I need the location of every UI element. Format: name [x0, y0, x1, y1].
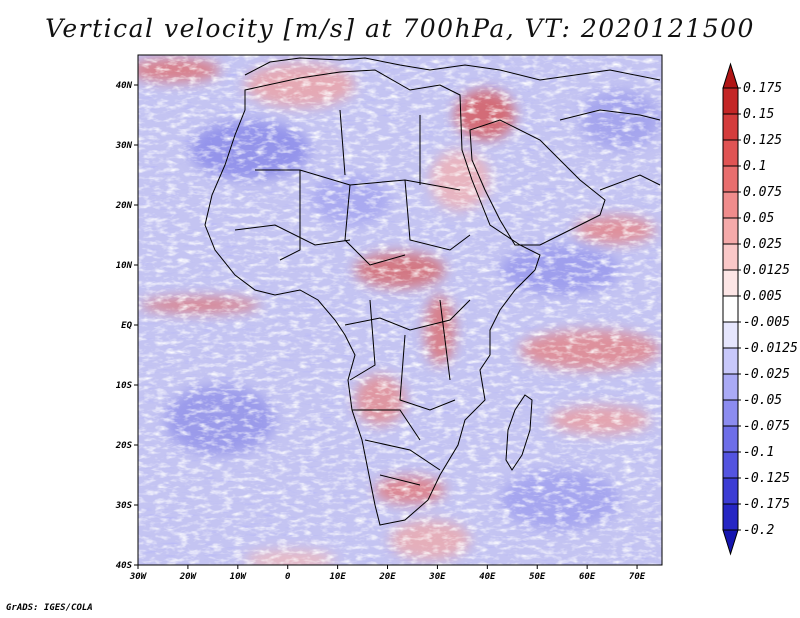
colorbar-segment: [722, 347, 739, 375]
y-tick-label: EQ: [121, 321, 132, 331]
x-tick-label: 70E: [629, 572, 646, 582]
colorbar-segment: [722, 165, 739, 193]
colorbar-label: 0.025: [743, 237, 782, 252]
colorbar-segment: [722, 139, 739, 167]
colorbar-segment: [722, 217, 739, 245]
x-tick-label: 50E: [529, 572, 546, 582]
coastlines: [204, 57, 661, 526]
colorbar-segment: [722, 373, 739, 401]
y-tick-label: 30S: [115, 501, 133, 511]
colorbar-segment: [722, 503, 739, 531]
colorbar-segment: [722, 295, 739, 323]
colorbar-label: 0.075: [743, 185, 782, 200]
colorbar-top-arrow: [722, 62, 739, 89]
colorbar-label: -0.2: [743, 523, 774, 538]
colorbar-segment: [722, 425, 739, 453]
colorbar-label: 0.005: [743, 289, 782, 304]
y-tick-label: 30N: [115, 141, 133, 151]
y-axis: 40N 30N 20N 10N EQ 10S 20S 30S 40S: [115, 81, 138, 571]
x-tick-label: 0: [285, 572, 291, 582]
colorbar-segment: [722, 191, 739, 219]
plot-frame: [137, 54, 663, 566]
colorbar-segment: [722, 477, 739, 505]
x-tick-label: 30W: [129, 572, 148, 582]
x-tick-label: 20W: [179, 572, 198, 582]
colorbar-label: -0.0125: [743, 341, 798, 356]
y-tick-label: 40S: [116, 561, 133, 571]
vertical-velocity-field: [138, 55, 662, 565]
x-tick-label: 10W: [230, 572, 248, 582]
x-tick-label: 20E: [378, 572, 396, 582]
y-tick-label: 40N: [116, 81, 133, 91]
colorbar-label: -0.175: [743, 497, 790, 512]
colorbar-segment: [722, 321, 739, 349]
credit-text: GrADS: IGES/COLA: [6, 603, 93, 613]
colorbar-label: -0.005: [743, 315, 790, 330]
colorbar-label: 0.15: [743, 107, 774, 122]
x-tick-label: 10E: [329, 572, 346, 582]
chart-title: Vertical velocity [m/s] at 700hPa, VT: 2…: [45, 14, 755, 43]
colorbar-label: 0.125: [743, 133, 782, 148]
y-tick-label: 20S: [115, 441, 133, 451]
colorbar-segment: [722, 113, 739, 141]
colorbar-label: -0.05: [743, 393, 782, 408]
colorbar-bottom-arrow: [722, 529, 739, 556]
colorbar-label: -0.025: [743, 367, 790, 382]
colorbar-label: 0.175: [743, 81, 782, 96]
colorbar-segment: [722, 243, 739, 271]
x-tick-label: 30E: [428, 572, 446, 582]
colorbar-label: -0.075: [743, 419, 790, 434]
colorbar-label: 0.05: [743, 211, 774, 226]
colorbar: 0.175 0.15 0.125 0.1 0.075 0.05 0.025 0.0125 0.0…: [722, 62, 798, 556]
x-tick-label: 40E: [479, 572, 496, 582]
y-tick-label: 10S: [116, 381, 133, 391]
colorbar-label: -0.125: [743, 471, 790, 486]
y-tick-label: 20N: [115, 201, 133, 211]
colorbar-label: -0.1: [743, 445, 774, 460]
colorbar-label: 0.0125: [743, 263, 790, 278]
colorbar-label: 0.1: [743, 159, 766, 174]
colorbar-segment: [722, 87, 739, 115]
x-tick-label: 60E: [579, 572, 596, 582]
y-tick-label: 10N: [116, 261, 133, 271]
colorbar-segment: [722, 399, 739, 427]
colorbar-segment: [722, 269, 739, 297]
x-axis: 30W 20W 10W 0 10E 20E 30E 40E 50E 60E 70E: [129, 565, 646, 582]
colorbar-segment: [722, 451, 739, 479]
